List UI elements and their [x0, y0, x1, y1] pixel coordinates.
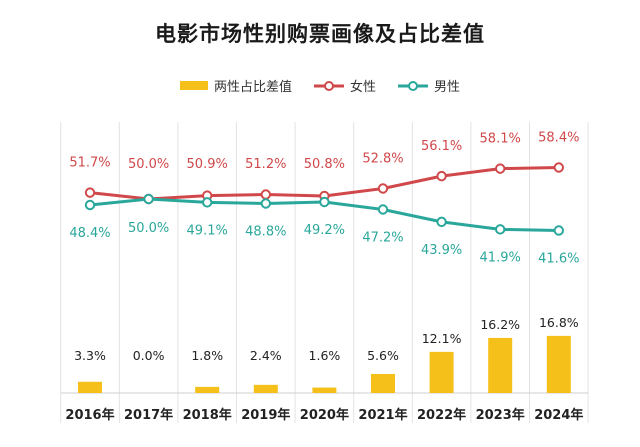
male-label: 49.1%	[187, 223, 228, 238]
male-label: 43.9%	[421, 243, 462, 258]
bar-label: 1.6%	[309, 348, 341, 363]
male-label: 50.0%	[128, 221, 169, 236]
legend-item-female: 女性	[313, 76, 376, 95]
bar-label: 5.6%	[367, 348, 399, 363]
legend-swatch-female	[313, 80, 344, 91]
x-tick-label: 2022年	[417, 407, 466, 423]
bar-label: 12.1%	[422, 331, 462, 346]
legend-label-female: 女性	[349, 80, 376, 95]
male-label: 47.2%	[362, 231, 403, 246]
female-label: 58.4%	[538, 131, 579, 146]
x-tick-label: 2017年	[124, 407, 173, 423]
bar-diff	[546, 335, 571, 393]
male-point	[319, 196, 330, 208]
x-tick-label: 2023年	[476, 407, 525, 423]
female-label: 51.7%	[69, 156, 110, 171]
chart-title: 电影市场性别购票画像及占比差值	[155, 22, 485, 46]
male-label: 48.4%	[69, 226, 110, 241]
bar-label: 3.3%	[74, 348, 106, 363]
legend: 两性占比差值 女性 男性	[0, 76, 640, 95]
legend-label-diff: 两性占比差值	[213, 80, 292, 95]
female-point	[436, 170, 447, 182]
x-tick-label: 2018年	[183, 407, 232, 423]
bar-label: 2.4%	[250, 348, 282, 363]
bar-diff	[78, 381, 102, 393]
bar-label: 16.2%	[480, 317, 520, 332]
female-label: 51.2%	[245, 157, 286, 172]
bar-diff	[253, 384, 278, 393]
bar-diff	[312, 387, 337, 393]
bar-label: 1.8%	[191, 348, 223, 363]
bar-diff	[429, 351, 454, 393]
legend-swatch-diff	[179, 81, 208, 90]
bar-label: 16.8%	[539, 315, 579, 330]
female-label: 58.1%	[480, 132, 521, 147]
female-label: 56.1%	[421, 139, 462, 154]
female-label: 50.0%	[128, 157, 169, 172]
x-tick-label: 2019年	[241, 407, 290, 423]
female-label: 52.8%	[362, 152, 403, 167]
bar-diff	[195, 386, 220, 393]
male-point	[553, 225, 564, 236]
x-tick-label: 2016年	[65, 407, 114, 423]
female-point	[553, 162, 564, 173]
male-point	[84, 199, 96, 211]
bar-diff	[488, 337, 513, 393]
male-point	[436, 216, 447, 228]
bar-diff	[371, 373, 395, 393]
male-label: 41.6%	[538, 252, 579, 267]
legend-item-male: 男性	[398, 76, 460, 95]
female-point	[84, 187, 96, 198]
male-label: 48.8%	[245, 225, 286, 240]
legend-label-male: 男性	[434, 80, 461, 95]
x-tick-label: 2020年	[300, 407, 349, 423]
bar-label: 0.0%	[133, 348, 165, 363]
x-tick-label: 2024年	[534, 407, 583, 423]
female-label: 50.9%	[187, 157, 228, 172]
male-point	[260, 198, 271, 209]
legend-item-diff: 两性占比差值	[179, 76, 292, 95]
legend-swatch-male	[398, 80, 428, 91]
male-label: 41.9%	[480, 250, 521, 265]
male-point	[143, 193, 154, 205]
male-point	[202, 197, 213, 208]
female-point	[495, 163, 506, 174]
x-tick-label: 2021年	[358, 407, 407, 423]
male-point	[377, 204, 389, 215]
female-point	[260, 189, 271, 200]
female-point	[377, 183, 389, 194]
male-point	[495, 224, 506, 235]
male-label: 49.2%	[304, 223, 345, 238]
female-label: 50.8%	[304, 157, 345, 172]
